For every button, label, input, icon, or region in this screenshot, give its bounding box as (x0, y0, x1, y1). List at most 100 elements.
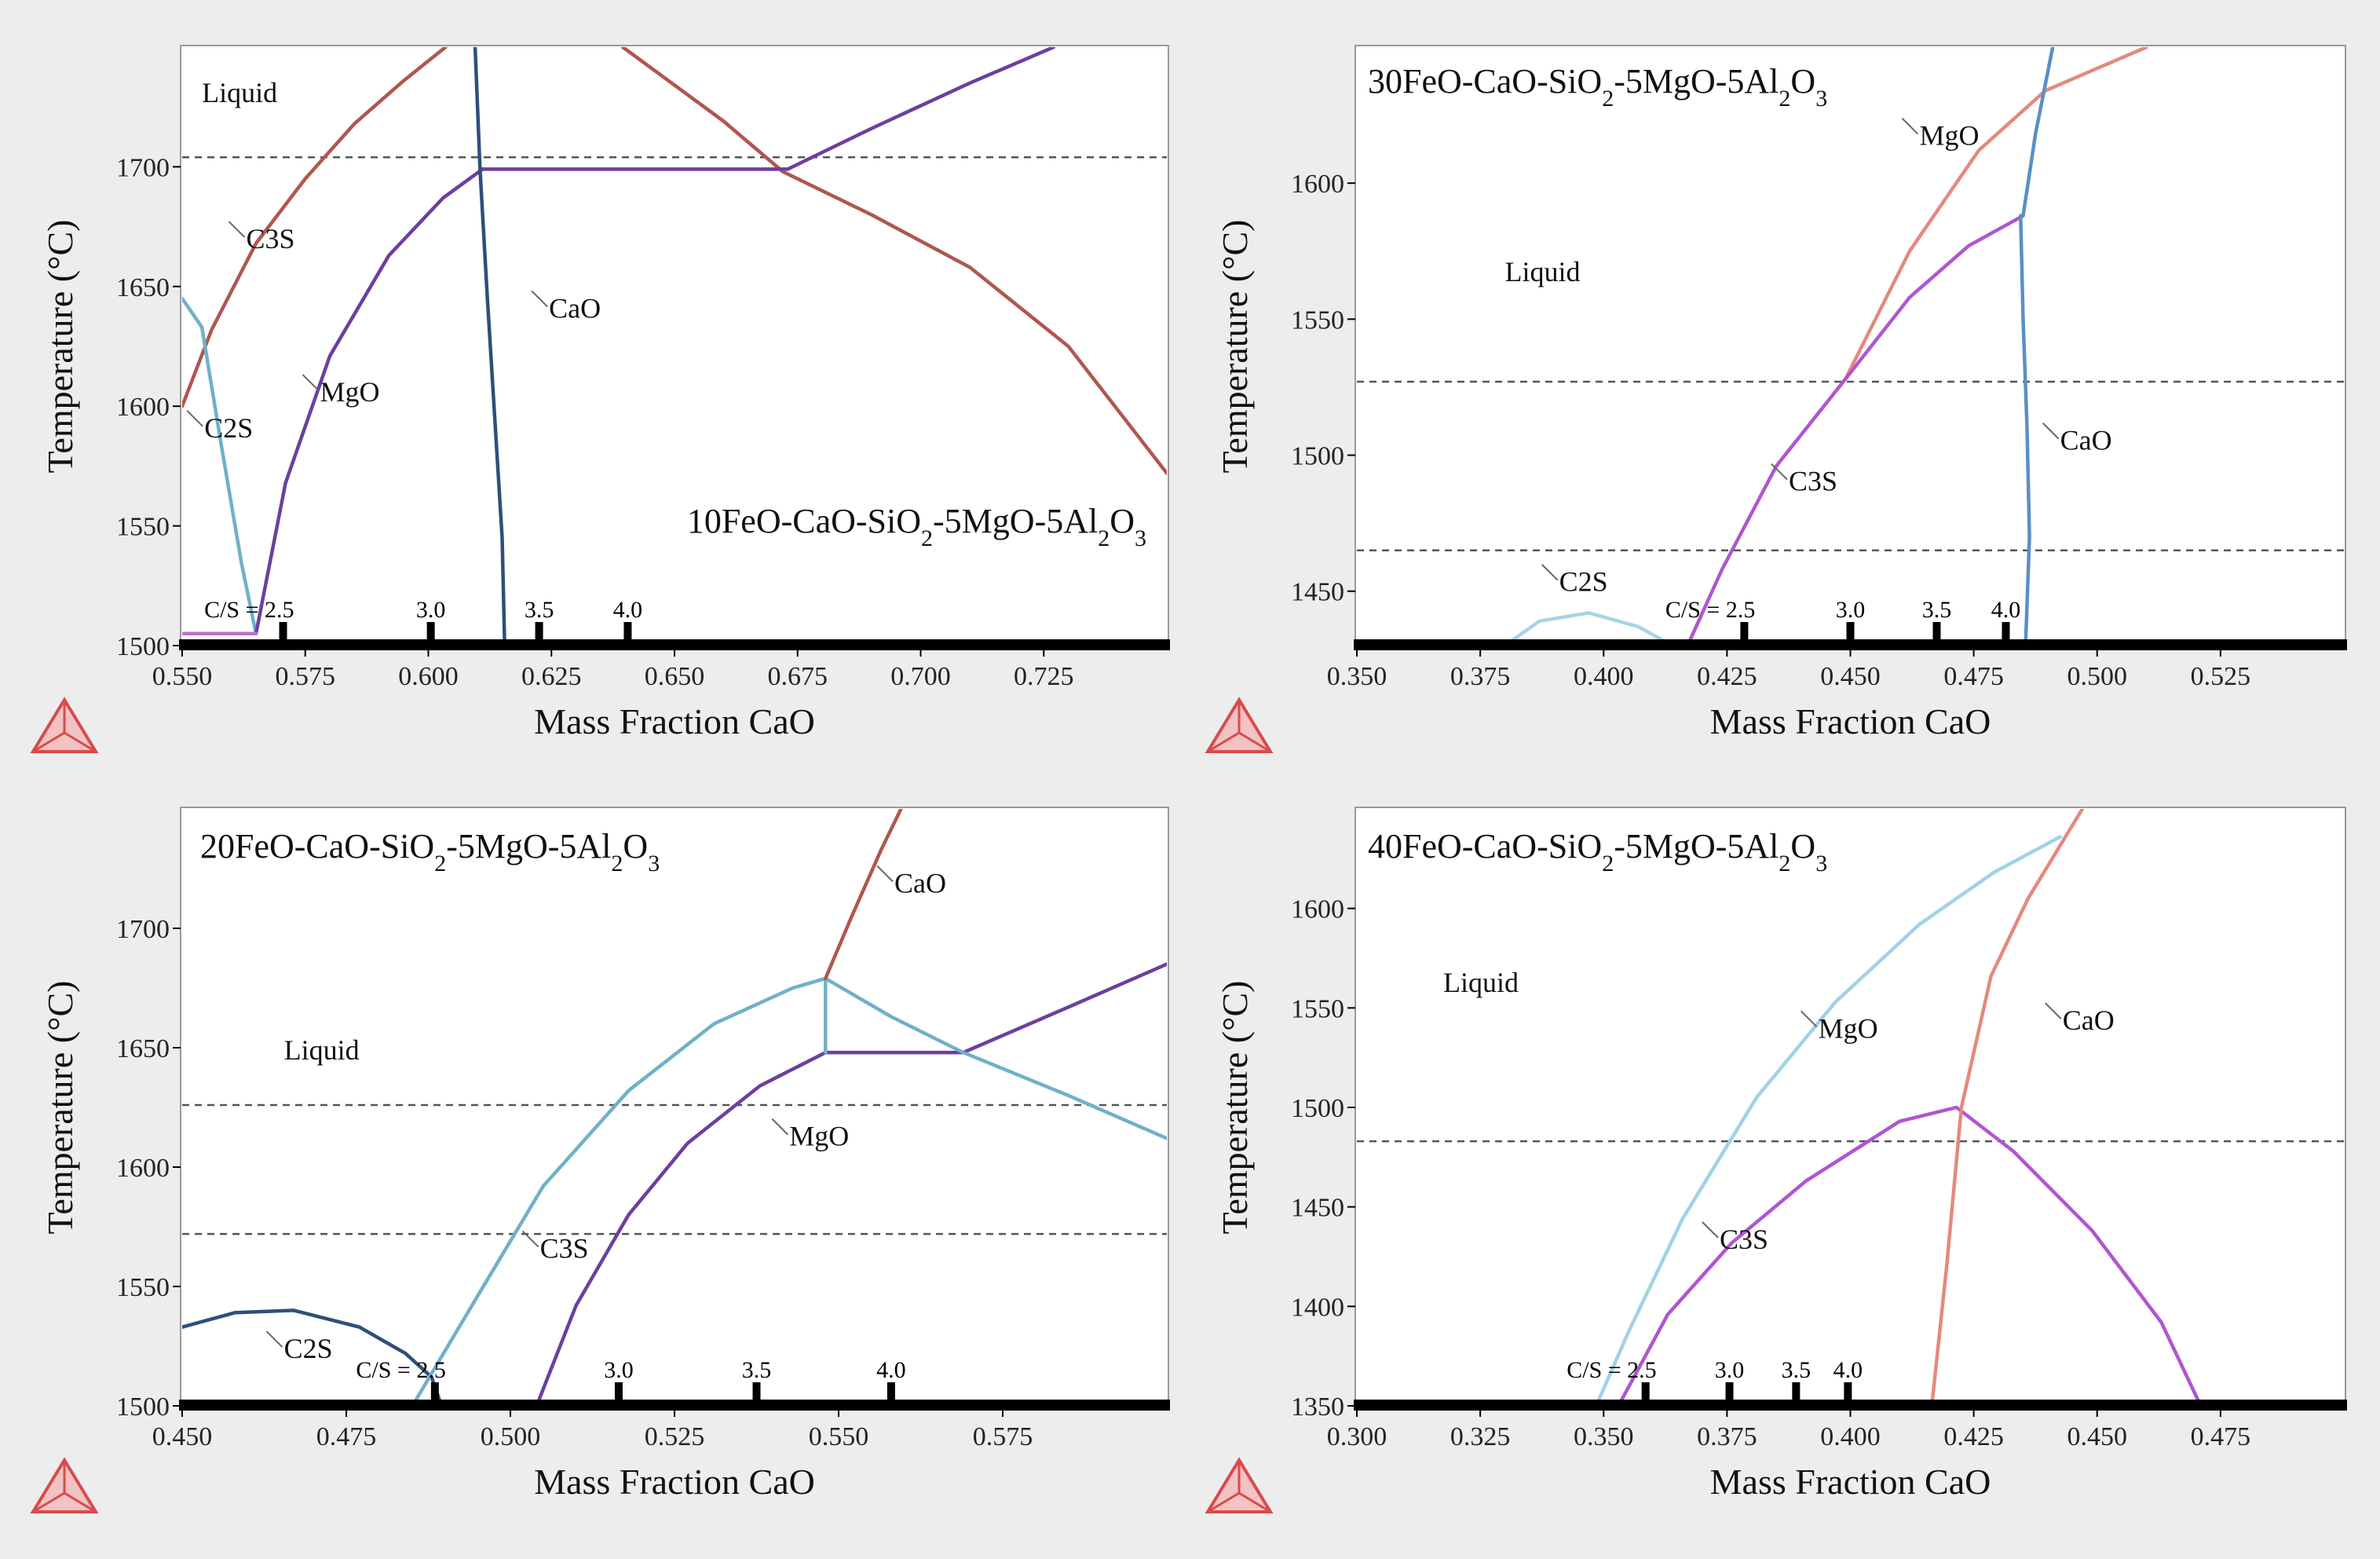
chart-title: 30FeO-CaO-SiO2-5MgO-5Al2O3 (1368, 62, 1827, 112)
annotation-leader (302, 374, 320, 391)
annotation-leader (531, 290, 548, 308)
cs-marker-tick (1725, 1382, 1734, 1401)
plot-area (180, 807, 1169, 1408)
annotation-cao: CaO (549, 292, 601, 324)
y-tick-label: 1600 (1291, 170, 1344, 199)
x-tick-label: 0.425 (1697, 662, 1757, 691)
annotation-c3s: C3S (247, 223, 295, 254)
annotation-leader (771, 1118, 789, 1136)
cs-marker-label: 3.5 (1782, 1357, 1812, 1383)
annotation-mgo: MgO (789, 1121, 849, 1152)
y-tick-label: 1600 (1291, 895, 1344, 924)
y-tick-label: 1650 (116, 273, 170, 302)
x-tick-label: 0.550 (809, 1422, 869, 1451)
y-axis-label: Temperature (°C) (40, 220, 80, 474)
annotation-c3s: C3S (540, 1233, 589, 1264)
annotation-c3s: C3S (1720, 1224, 1768, 1255)
annotation-liquid: Liquid (1505, 256, 1581, 287)
cs-marker-label: 3.0 (1836, 597, 1866, 623)
cs-marker-label: C/S = 2.5 (1665, 597, 1755, 623)
annotation-leader (186, 410, 203, 427)
series-line-cao-liq (824, 976, 1167, 1140)
title-part: 10FeO-CaO-SiO (687, 502, 921, 540)
cs-marker-tick (614, 1382, 623, 1401)
chart-title: 10FeO-CaO-SiO2-5MgO-5Al2O3 (687, 502, 1146, 551)
series-line-mgo-upper (785, 47, 1056, 171)
cs-marker-tick (2002, 622, 2010, 641)
series-group (1503, 47, 2148, 646)
series-line-cao (2019, 214, 2031, 646)
plot-area (1355, 45, 2346, 648)
cs-marker-label: 4.0 (613, 597, 643, 623)
x-tick-label: 0.475 (2191, 1422, 2251, 1451)
title-part: -5MgO-5Al (446, 827, 611, 866)
y-tick-label: 1400 (1291, 1293, 1344, 1322)
x-tick-label: 0.475 (316, 1422, 377, 1451)
series-line-cao-upper (2021, 47, 2055, 218)
x-tick-label: 0.525 (645, 1422, 705, 1451)
title-part: -5MgO-5Al (1614, 827, 1779, 866)
x-tick-label: 0.450 (2067, 1422, 2128, 1451)
cs-marker-label: 3.5 (525, 597, 554, 623)
series-line-mgo (1594, 835, 2062, 1406)
x-tick-label: 0.550 (152, 662, 213, 691)
title-part: -5MgO-5Al (933, 502, 1098, 540)
y-tick-label: 1450 (1291, 1194, 1344, 1223)
annotation-c2s: C2S (1559, 566, 1608, 598)
x-axis-bar (179, 1400, 1170, 1411)
x-tick-label: 0.700 (890, 662, 951, 691)
y-tick-label: 1600 (116, 1154, 170, 1183)
chart-panel-4: C/S = 2.5 3.0 3.5 4.0 0.300 0.325 0.350 0.375 0.… (1205, 807, 2347, 1513)
cs-marker-label: C/S = 2.5 (204, 597, 294, 623)
title-subscript: 2 (1602, 851, 1614, 876)
title-subscript: 3 (1815, 851, 1827, 876)
y-tick-label: 1350 (1291, 1392, 1344, 1422)
cs-marker-tick (535, 622, 543, 641)
series-line-c3s (1685, 214, 2025, 646)
y-axis-label: Temperature (°C) (1215, 981, 1255, 1235)
annotation-mgo: MgO (320, 376, 380, 408)
annotation-c2s: C2S (284, 1333, 333, 1364)
annotation-cao: CaO (894, 867, 946, 898)
x-tick-label: 0.400 (1820, 1422, 1881, 1451)
series-line-c3s-right (620, 47, 1167, 475)
x-tick-label: 0.350 (1574, 1422, 1634, 1451)
x-tick-label: 0.425 (1943, 1422, 2004, 1451)
x-tick-label: 0.475 (1943, 662, 2004, 691)
x-tick-label: 0.725 (1014, 662, 1074, 691)
series-line-mgo-upper (961, 962, 1167, 1055)
cs-marker-tick (1844, 1382, 1852, 1401)
annotation-mgo: MgO (1919, 120, 1979, 152)
chart-panel-1: C/S = 2.5 3.0 3.5 4.0 0.550 0.575 0.600 0.625 0.… (30, 45, 1170, 753)
cs-marker-tick (279, 622, 287, 641)
series-line-cao (824, 809, 903, 981)
annotation-leader (228, 221, 246, 238)
series-group (182, 809, 1167, 1406)
chart-title: 20FeO-CaO-SiO2-5MgO-5Al2O3 (200, 827, 660, 876)
annotation-leader (1771, 463, 1788, 481)
x-tick-label: 0.450 (1820, 662, 1881, 691)
x-tick-label: 0.450 (152, 1422, 213, 1451)
x-tick-label: 0.500 (481, 1422, 541, 1451)
cs-marker-tick (430, 1382, 439, 1401)
annotation-leader (1901, 117, 1919, 135)
y-axis-label: Temperature (°C) (40, 981, 80, 1235)
x-axis-bar (179, 639, 1170, 650)
title-subscript: 3 (648, 851, 660, 876)
cs-marker-tick (426, 622, 435, 641)
y-tick-label: 1550 (1291, 306, 1344, 335)
x-tick-label: 0.400 (1574, 662, 1634, 691)
title-part: O (1110, 502, 1135, 540)
annotation-liquid: Liquid (284, 1034, 360, 1066)
x-tick-label: 0.350 (1327, 662, 1387, 691)
cs-marker-label: C/S = 2.5 (356, 1357, 445, 1383)
title-subscript: 3 (1135, 525, 1146, 551)
cs-marker-tick (887, 1382, 895, 1401)
plot-area (1355, 807, 2346, 1408)
annotation-cao: CaO (2063, 1005, 2115, 1036)
y-tick-label: 1500 (116, 632, 170, 661)
series-line-c2s (1503, 611, 1675, 646)
logo-icon (1205, 697, 1274, 753)
title-subscript: 2 (1602, 86, 1614, 112)
series-line-c3s (413, 976, 828, 1403)
